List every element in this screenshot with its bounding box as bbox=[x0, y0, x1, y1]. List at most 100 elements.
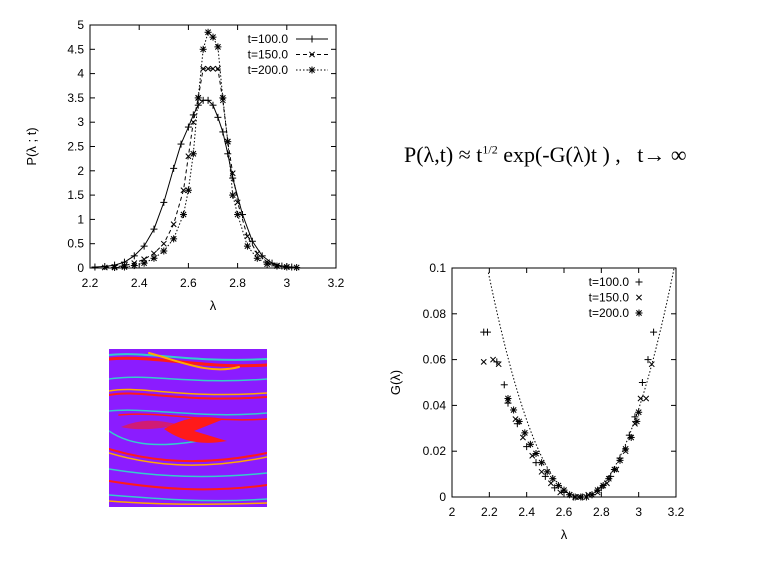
data-point bbox=[219, 128, 227, 136]
data-point bbox=[283, 263, 291, 271]
data-point-d2 bbox=[633, 418, 640, 425]
data-point bbox=[170, 221, 177, 228]
data-point-d1 bbox=[205, 29, 212, 36]
data-point bbox=[579, 493, 587, 501]
data-point bbox=[538, 468, 545, 475]
data-point bbox=[532, 449, 540, 457]
y-tick-label: 0.1 bbox=[429, 261, 446, 275]
data-point bbox=[234, 211, 242, 219]
data-point bbox=[577, 493, 585, 501]
data-point bbox=[209, 33, 217, 41]
data-point bbox=[566, 491, 574, 499]
x-axis-label: λ bbox=[210, 298, 217, 313]
data-point-d2 bbox=[575, 494, 582, 500]
data-point-d1 bbox=[185, 187, 192, 194]
x-axis-label: λ bbox=[561, 527, 568, 542]
series-1 bbox=[101, 65, 290, 271]
legend-label: t=200.0 bbox=[248, 63, 289, 77]
data-point-d2 bbox=[111, 264, 118, 271]
data-point bbox=[170, 164, 178, 172]
data-point-d2 bbox=[111, 264, 118, 271]
data-point-d2 bbox=[141, 260, 148, 267]
data-point-d1 bbox=[555, 482, 562, 489]
legend-label: t=100.0 bbox=[589, 275, 630, 289]
data-point-d1 bbox=[600, 482, 607, 489]
data-point-d2 bbox=[600, 482, 607, 489]
data-point-d2 bbox=[190, 119, 197, 126]
data-point-d2 bbox=[527, 441, 534, 448]
fit-curve bbox=[487, 267, 675, 498]
y-tick-label: 2 bbox=[77, 164, 84, 178]
data-point bbox=[204, 96, 212, 104]
data-point-d1 bbox=[121, 262, 128, 269]
data-point-d2 bbox=[283, 264, 290, 271]
data-point bbox=[224, 150, 232, 158]
legend-marker bbox=[308, 35, 316, 43]
data-point bbox=[571, 493, 579, 501]
data-point bbox=[214, 65, 221, 72]
data-point bbox=[189, 111, 197, 119]
data-point bbox=[637, 395, 644, 402]
data-point-d1 bbox=[273, 262, 280, 269]
data-point-d2 bbox=[512, 416, 519, 423]
data-point bbox=[549, 475, 557, 483]
data-point bbox=[205, 65, 212, 72]
data-point-d1 bbox=[170, 235, 177, 242]
data-point bbox=[493, 358, 501, 366]
data-point-d2 bbox=[219, 94, 226, 101]
data-point bbox=[131, 260, 138, 267]
data-point bbox=[214, 113, 222, 121]
data-point bbox=[180, 187, 187, 194]
data-point bbox=[529, 452, 536, 459]
data-point-d2 bbox=[622, 448, 629, 455]
y-tick-label: 0.5 bbox=[67, 237, 84, 251]
data-point bbox=[140, 242, 148, 250]
legend-marker bbox=[635, 278, 643, 286]
data-point bbox=[483, 328, 491, 336]
data-point-d1 bbox=[505, 397, 511, 404]
legend-marker-d1 bbox=[309, 51, 315, 58]
data-point-d2 bbox=[613, 466, 620, 473]
data-point bbox=[554, 482, 562, 490]
data-point bbox=[258, 252, 266, 260]
data-point-d2 bbox=[264, 261, 271, 268]
data-point-d2 bbox=[205, 65, 212, 72]
data-point-d2 bbox=[180, 187, 187, 194]
data-point bbox=[588, 491, 596, 499]
data-point-d2 bbox=[195, 94, 202, 101]
data-point-d2 bbox=[195, 94, 202, 101]
data-point bbox=[505, 397, 511, 404]
data-point bbox=[229, 174, 237, 182]
data-point bbox=[500, 381, 508, 389]
data-point-d1 bbox=[200, 46, 207, 53]
data-point-d2 bbox=[635, 409, 642, 416]
data-point-d1 bbox=[613, 466, 620, 473]
data-point-d1 bbox=[214, 43, 221, 50]
data-point bbox=[273, 262, 280, 269]
data-point-d2 bbox=[180, 211, 187, 218]
data-point bbox=[150, 254, 158, 262]
data-point bbox=[219, 94, 227, 102]
series-line bbox=[114, 31, 297, 268]
data-point-d1 bbox=[254, 250, 261, 257]
data-point-d2 bbox=[505, 397, 511, 404]
y-tick-label: 1.5 bbox=[67, 188, 84, 202]
data-point-d2 bbox=[293, 264, 300, 271]
data-point-d2 bbox=[566, 491, 573, 498]
data-point bbox=[224, 138, 231, 145]
data-point bbox=[111, 264, 118, 271]
data-point-d1 bbox=[521, 429, 528, 436]
data-point bbox=[264, 259, 271, 266]
legend-sample bbox=[296, 35, 328, 43]
data-point-d2 bbox=[131, 262, 138, 269]
data-point-d1 bbox=[121, 264, 128, 271]
data-point-d2 bbox=[516, 418, 523, 425]
data-point-d1 bbox=[480, 358, 487, 365]
data-point-d2 bbox=[628, 434, 635, 441]
data-point bbox=[605, 475, 613, 483]
data-point bbox=[253, 254, 261, 262]
data-point bbox=[644, 356, 652, 364]
data-point-d2 bbox=[648, 361, 655, 368]
data-point bbox=[160, 247, 168, 255]
data-point bbox=[538, 459, 546, 467]
